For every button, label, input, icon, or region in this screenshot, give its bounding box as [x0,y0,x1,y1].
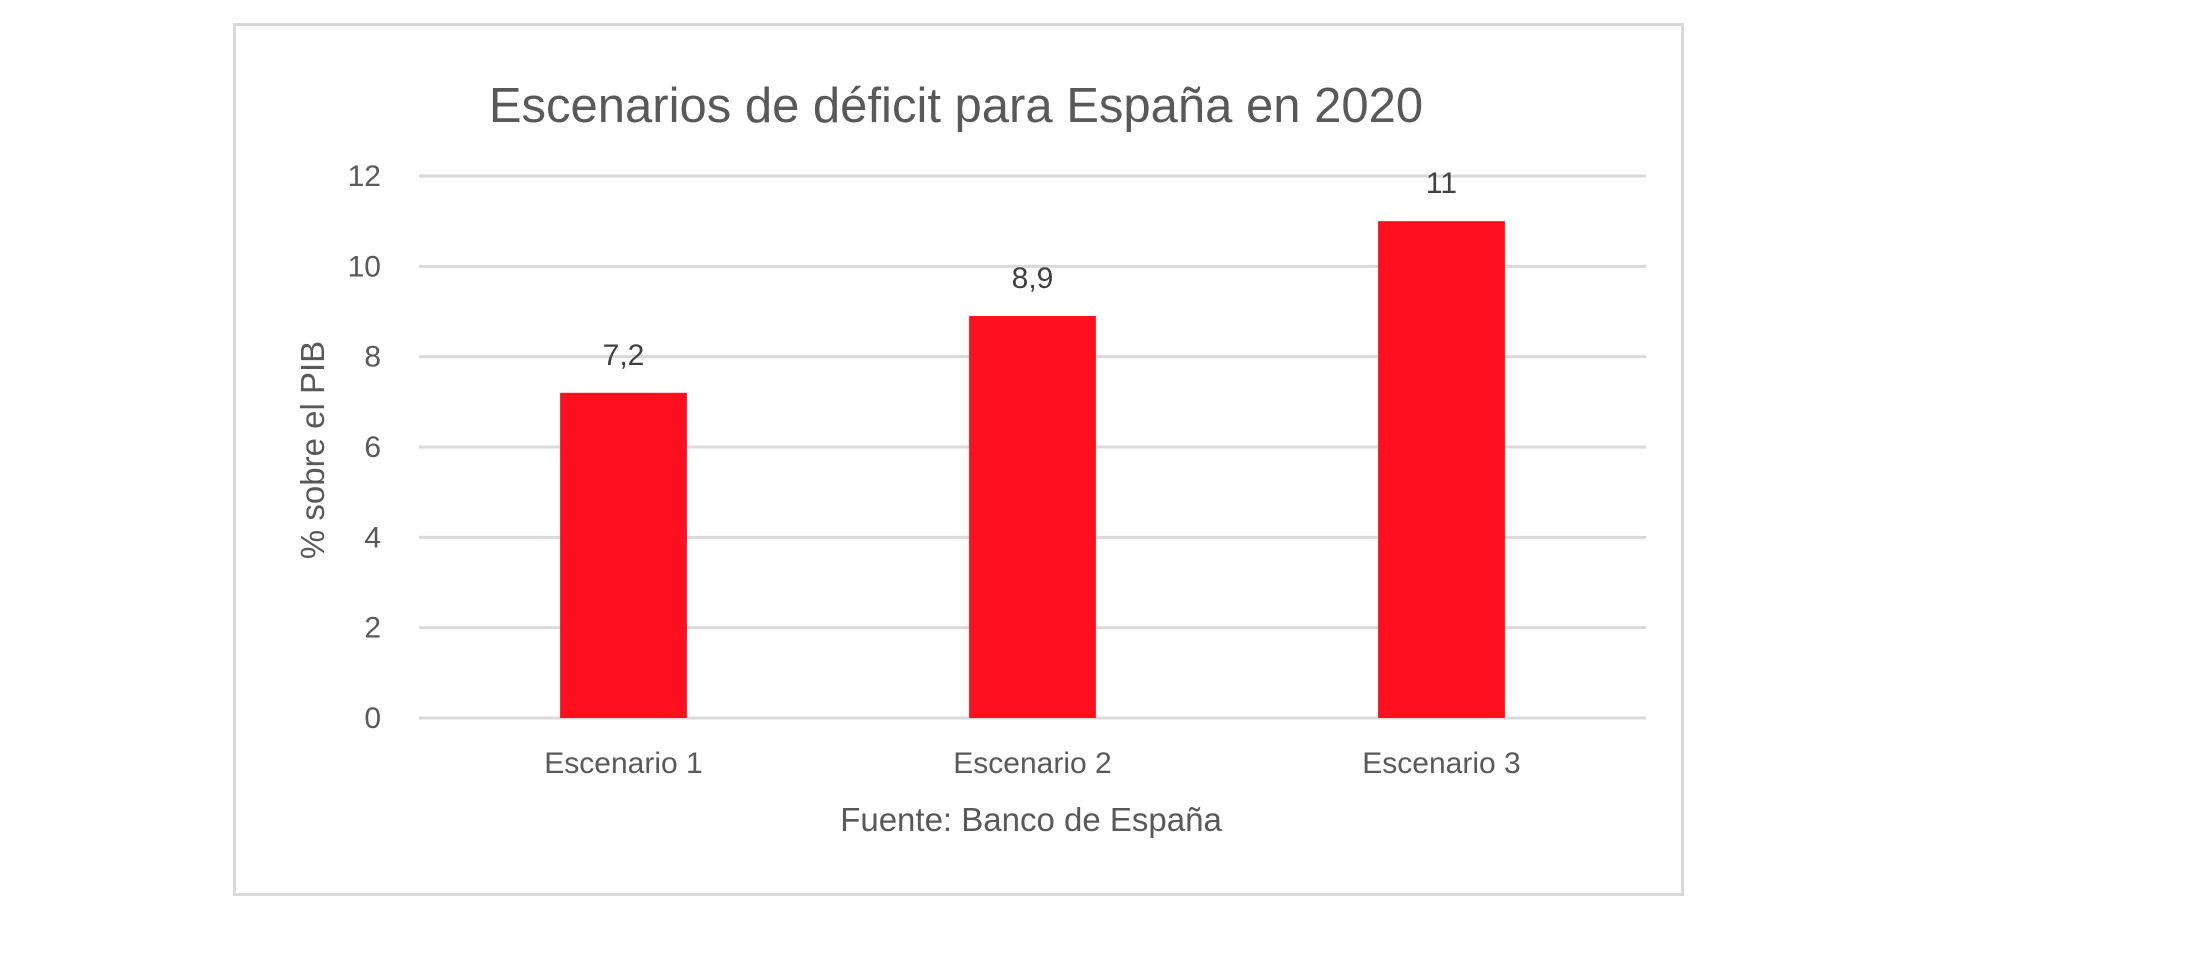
y-axis-title: % sobre el PIB [294,341,331,559]
bar-1 [560,392,687,718]
x-axis-categories: Escenario 1 Escenario 2 Escenario 3 [544,747,1520,780]
chart-frame: Escenarios de déficit para España en 202… [233,23,1684,896]
y-tick-label: 8 [364,341,381,374]
category-label-1: Escenario 1 [544,747,702,780]
category-label-2: Escenario 2 [953,747,1111,780]
data-label-2: 8,9 [1012,262,1054,295]
y-tick-label: 0 [364,702,381,735]
bar-3 [1378,221,1505,718]
y-tick-label: 2 [364,612,381,645]
chart-svg: Escenarios de déficit para España en 202… [294,79,1646,838]
y-tick-label: 10 [348,250,381,283]
data-labels: 7,2 8,9 11 [603,167,1457,372]
data-label-3: 11 [1426,167,1457,200]
category-label-3: Escenario 3 [1362,747,1520,780]
y-tick-label: 4 [364,521,381,554]
x-axis-title: Fuente: Banco de España [840,801,1222,838]
y-axis-ticks: 0 2 4 6 8 10 12 [348,160,381,735]
y-tick-label: 12 [348,160,381,193]
chart-title: Escenarios de déficit para España en 202… [489,79,1423,133]
bars [560,221,1505,718]
bar-2 [969,316,1096,718]
y-tick-label: 6 [364,431,381,464]
data-label-1: 7,2 [603,339,645,372]
